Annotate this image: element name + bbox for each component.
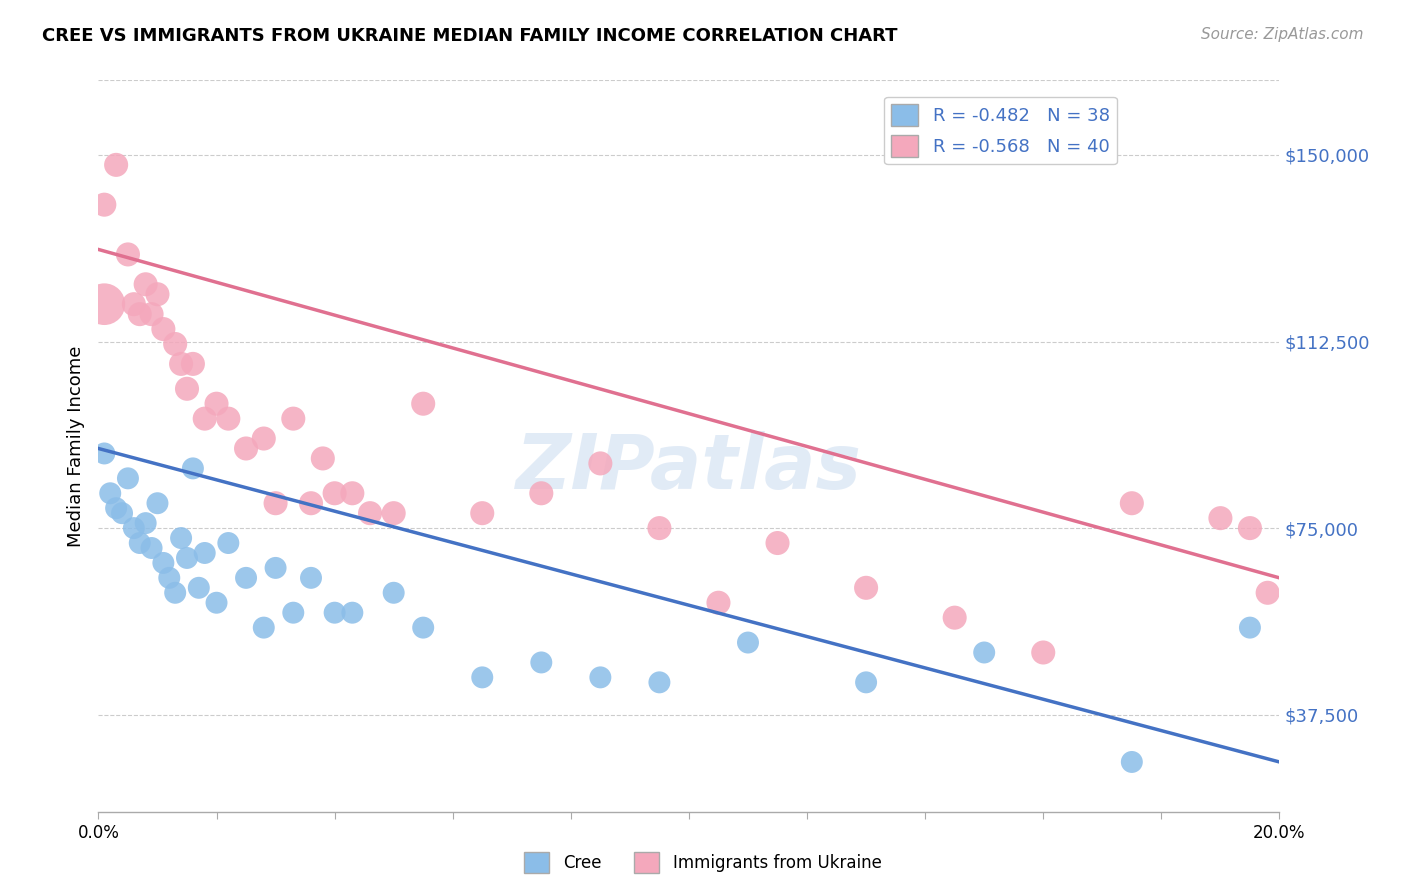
Point [299,571,322,585]
Text: CREE VS IMMIGRANTS FROM UKRAINE MEDIAN FAMILY INCOME CORRELATION CHART: CREE VS IMMIGRANTS FROM UKRAINE MEDIAN F… [42,27,897,45]
Point [1239,621,1261,635]
Point [128,536,150,550]
Point [105,158,128,172]
Text: Source: ZipAtlas.com: Source: ZipAtlas.com [1201,27,1364,42]
Point [943,610,966,624]
Point [157,571,180,585]
Point [342,606,364,620]
Point [382,506,405,520]
Point [283,411,305,425]
Point [165,337,187,351]
Point [342,486,364,500]
Y-axis label: Median Family Income: Median Family Income [66,345,84,547]
Point [412,397,434,411]
Point [122,297,145,311]
Point [117,471,139,485]
Point [235,442,257,456]
Point [299,496,322,510]
Point [128,307,150,321]
Point [141,307,163,321]
Point [530,656,553,670]
Point [181,357,204,371]
Point [312,451,335,466]
Point [283,606,305,620]
Point [766,536,789,550]
Point [93,197,115,211]
Point [176,551,198,566]
Point [253,621,276,635]
Point [105,501,128,516]
Point [194,411,217,425]
Point [323,486,346,500]
Point [359,506,381,520]
Point [737,635,759,649]
Point [707,596,730,610]
Point [1121,755,1143,769]
Point [187,581,209,595]
Point [146,496,169,510]
Point [1239,521,1261,535]
Point [111,506,134,520]
Point [973,645,995,659]
Point [170,357,193,371]
Point [122,521,145,535]
Point [648,675,671,690]
Point [176,382,198,396]
Legend: Cree, Immigrants from Ukraine: Cree, Immigrants from Ukraine [517,846,889,880]
Point [141,541,163,555]
Point [471,506,494,520]
Point [205,397,228,411]
Point [170,531,193,545]
Text: ZIPatlas: ZIPatlas [516,431,862,505]
Point [382,586,405,600]
Point [93,446,115,460]
Point [1032,645,1054,659]
Point [146,287,169,301]
Point [264,561,287,575]
Point [135,516,157,530]
Point [152,556,174,570]
Point [471,670,494,684]
Point [253,432,276,446]
Point [217,411,239,425]
Point [264,496,287,510]
Point [205,596,228,610]
Point [194,546,217,560]
Point [589,670,612,684]
Point [152,322,174,336]
Point [1257,586,1279,600]
Point [181,461,204,475]
Point [217,536,239,550]
Point [235,571,257,585]
Point [855,675,877,690]
Point [165,586,187,600]
Point [135,277,157,292]
Point [323,606,346,620]
Point [589,457,612,471]
Point [93,297,115,311]
Point [648,521,671,535]
Point [1121,496,1143,510]
Point [855,581,877,595]
Point [530,486,553,500]
Point [98,486,121,500]
Point [412,621,434,635]
Legend: R = -0.482   N = 38, R = -0.568   N = 40: R = -0.482 N = 38, R = -0.568 N = 40 [884,96,1116,164]
Point [1209,511,1232,525]
Point [117,247,139,261]
